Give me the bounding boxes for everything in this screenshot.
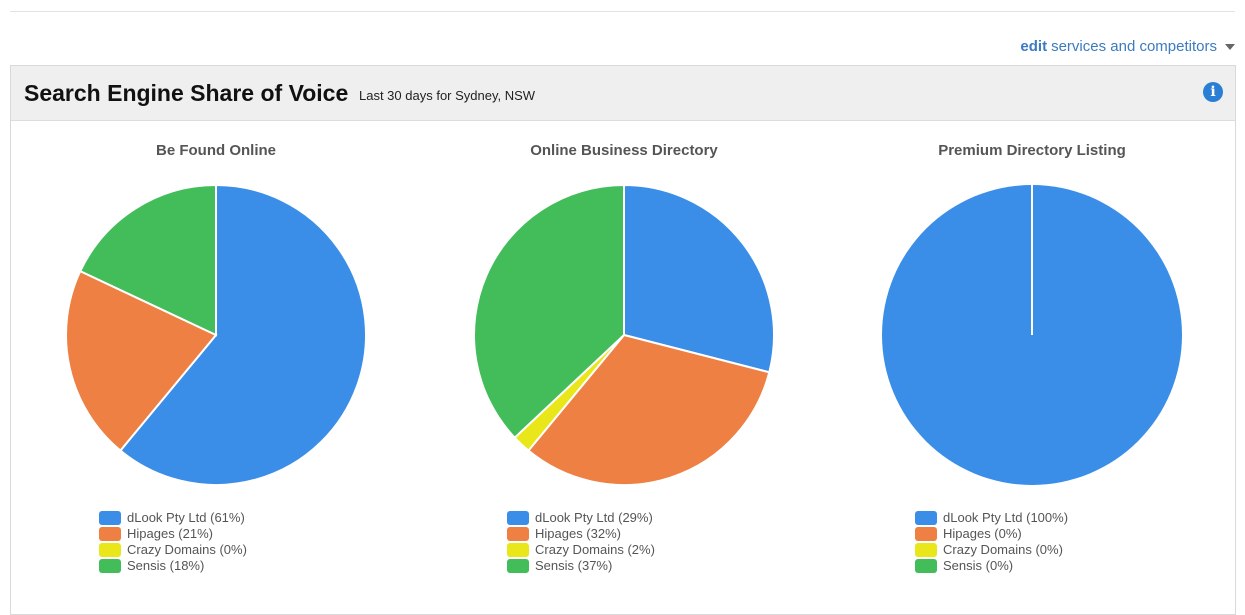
legend-label: Hipages (0%) bbox=[943, 526, 1022, 541]
info-icon[interactable]: i bbox=[1203, 82, 1223, 102]
legend-label: Hipages (32%) bbox=[535, 526, 621, 541]
legend-swatch bbox=[99, 527, 121, 541]
legend-item-crazy-domains[interactable]: Crazy Domains (0%) bbox=[99, 542, 247, 558]
top-divider bbox=[10, 11, 1235, 12]
legend-swatch bbox=[507, 559, 529, 573]
legend-item-dlook[interactable]: dLook Pty Ltd (61%) bbox=[99, 510, 247, 526]
chart-legend: dLook Pty Ltd (100%) Hipages (0%) Crazy … bbox=[915, 510, 1068, 574]
legend-swatch bbox=[507, 511, 529, 525]
pie-svg bbox=[882, 185, 1182, 485]
legend-item-crazy-domains[interactable]: Crazy Domains (2%) bbox=[507, 542, 655, 558]
legend-swatch bbox=[99, 559, 121, 573]
pie-chart-online-business-directory: Online Business Directory dLook Pty Ltd … bbox=[419, 120, 829, 590]
legend-item-sensis[interactable]: Sensis (37%) bbox=[507, 558, 655, 574]
chart-legend: dLook Pty Ltd (29%) Hipages (32%) Crazy … bbox=[507, 510, 655, 574]
legend-item-hipages[interactable]: Hipages (0%) bbox=[915, 526, 1068, 542]
edit-label: edit bbox=[1020, 38, 1048, 55]
legend-label: dLook Pty Ltd (100%) bbox=[943, 510, 1069, 525]
legend-swatch bbox=[507, 527, 529, 541]
legend-swatch bbox=[915, 543, 937, 557]
chart-legend: dLook Pty Ltd (61%) Hipages (21%) Crazy … bbox=[99, 510, 247, 574]
share-of-voice-panel: Search Engine Share of Voice Last 30 day… bbox=[10, 65, 1236, 615]
chart-title: Be Found Online bbox=[156, 142, 276, 159]
pie-slice-hipages[interactable] bbox=[66, 269, 218, 452]
panel-header: Search Engine Share of Voice Last 30 day… bbox=[11, 66, 1235, 121]
edit-services-link[interactable]: edit services and competitors bbox=[1020, 38, 1235, 55]
legend-swatch bbox=[915, 511, 937, 525]
pie-slice-hipages[interactable] bbox=[526, 333, 771, 485]
caret-down-icon[interactable] bbox=[1225, 43, 1235, 50]
legend-label: dLook Pty Ltd (61%) bbox=[127, 510, 245, 525]
chart-title: Online Business Directory bbox=[530, 142, 718, 159]
pie-slice-sensis[interactable] bbox=[78, 185, 217, 337]
legend-swatch bbox=[99, 511, 121, 525]
pie-svg bbox=[66, 185, 366, 485]
legend-label: Hipages (21%) bbox=[127, 526, 213, 541]
legend-label: Sensis (18%) bbox=[127, 558, 205, 573]
pie-chart-premium-directory-listing: Premium Directory Listing dLook Pty Ltd … bbox=[827, 120, 1237, 590]
legend-item-sensis[interactable]: Sensis (0%) bbox=[915, 558, 1068, 574]
legend-label: Sensis (0%) bbox=[943, 558, 1014, 573]
legend-label: Sensis (37%) bbox=[535, 558, 613, 573]
legend-swatch bbox=[915, 559, 937, 573]
legend-item-crazy-domains[interactable]: Crazy Domains (0%) bbox=[915, 542, 1068, 558]
legend-swatch bbox=[507, 543, 529, 557]
pie-slice-dlook[interactable] bbox=[118, 185, 366, 485]
legend-item-sensis[interactable]: Sensis (18%) bbox=[99, 558, 247, 574]
edit-link-text: services and competitors bbox=[1051, 38, 1217, 55]
pie-svg bbox=[474, 185, 774, 485]
legend-label: Crazy Domains (2%) bbox=[535, 542, 655, 557]
pie-slice-dlook[interactable] bbox=[623, 185, 774, 374]
pie-chart-be-found-online: Be Found Online dLook Pty Ltd (61%) Hipa… bbox=[11, 120, 421, 590]
legend-item-hipages[interactable]: Hipages (32%) bbox=[507, 526, 655, 542]
legend-swatch bbox=[915, 527, 937, 541]
legend-item-dlook[interactable]: dLook Pty Ltd (100%) bbox=[915, 510, 1068, 526]
panel-title: Search Engine Share of Voice bbox=[24, 80, 349, 106]
panel-subtitle: Last 30 days for Sydney, NSW bbox=[359, 88, 536, 103]
legend-label: dLook Pty Ltd (29%) bbox=[535, 510, 653, 525]
legend-swatch bbox=[99, 543, 121, 557]
legend-item-dlook[interactable]: dLook Pty Ltd (29%) bbox=[507, 510, 655, 526]
legend-label: Crazy Domains (0%) bbox=[943, 542, 1063, 557]
legend-label: Crazy Domains (0%) bbox=[127, 542, 247, 557]
legend-item-hipages[interactable]: Hipages (21%) bbox=[99, 526, 247, 542]
chart-title: Premium Directory Listing bbox=[938, 142, 1126, 159]
pie-slice-sensis[interactable] bbox=[474, 185, 625, 440]
